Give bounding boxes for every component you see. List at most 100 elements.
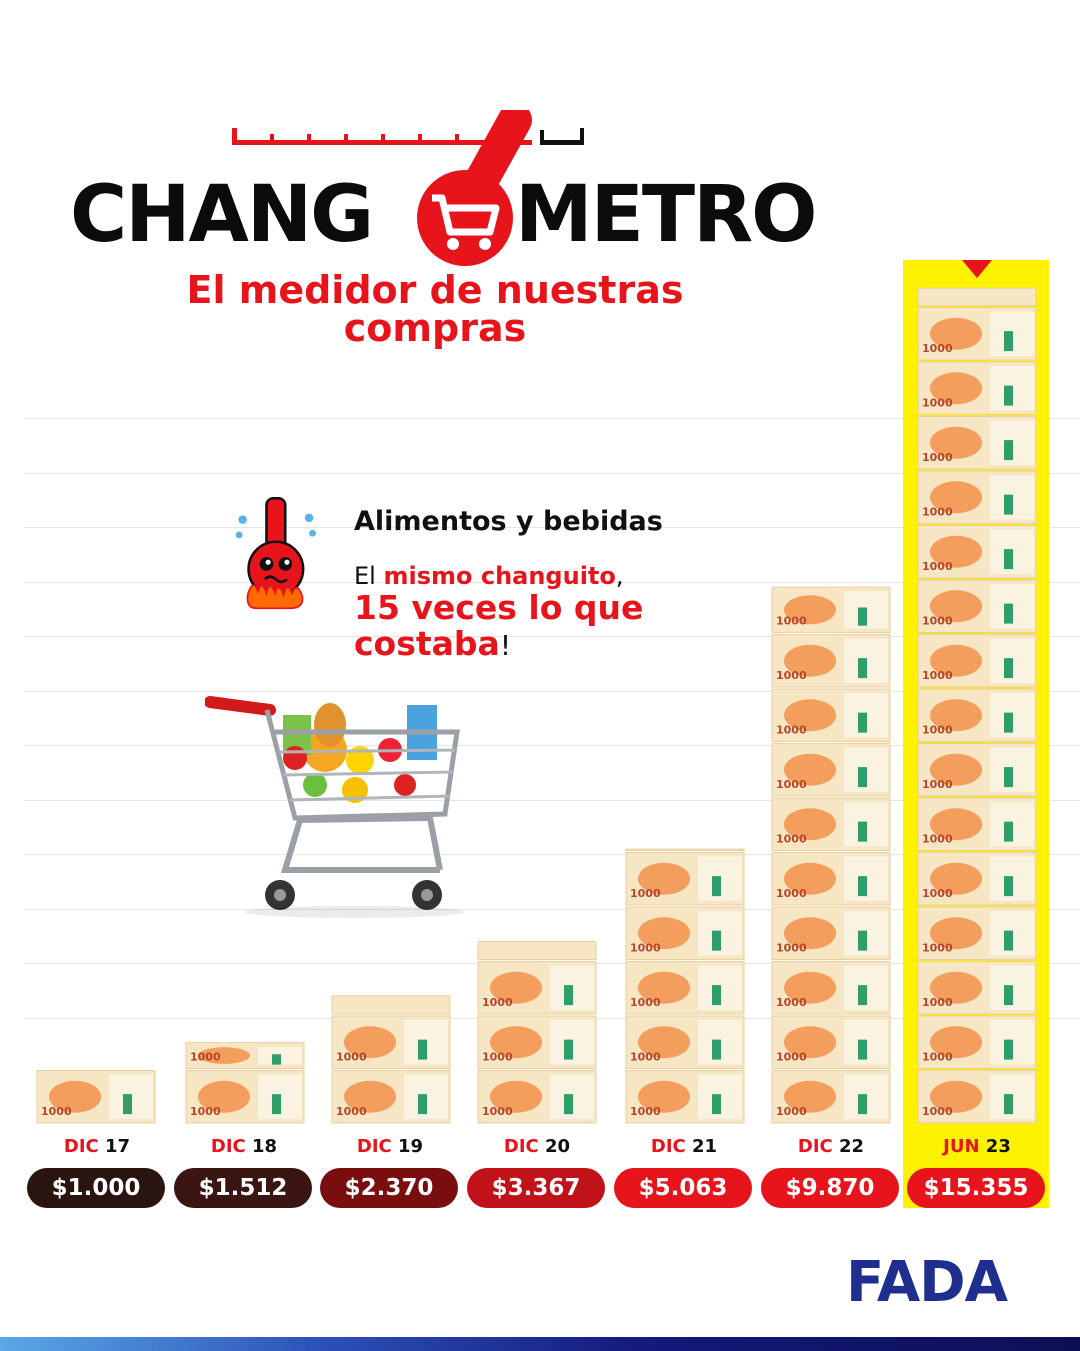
banknote — [477, 940, 597, 960]
banknote-label: 1000 — [630, 1051, 661, 1064]
banknote-label: 1000 — [630, 1105, 661, 1118]
category-month: DIC — [797, 1136, 840, 1157]
category-label: DIC 21 — [614, 1136, 754, 1157]
category-month: JUN — [943, 1136, 986, 1157]
banknote-label: 1000 — [776, 724, 807, 737]
msg-highlight: mismo changuito — [383, 562, 616, 590]
banknote: 1000 — [917, 1015, 1037, 1069]
info-message: El mismo changuito, 15 veces lo que cost… — [354, 562, 714, 662]
value-pill: $1.000 — [27, 1168, 165, 1208]
thermometer-ruler-icon — [232, 103, 584, 266]
banknote-label: 1000 — [922, 342, 953, 355]
banknote: 1000 — [917, 416, 1037, 470]
banknote-label: 1000 — [482, 996, 513, 1009]
highlight-arrow-icon — [962, 260, 992, 278]
category-year: 20 — [545, 1136, 571, 1157]
banknote-label: 1000 — [776, 778, 807, 791]
title-right: METRO — [515, 170, 817, 260]
value-pill: $15.355 — [907, 1168, 1045, 1208]
banknote: 1000 — [917, 688, 1037, 742]
gridline — [24, 691, 1080, 692]
banknote: 1000 — [917, 1070, 1037, 1124]
category-year: 23 — [985, 1136, 1011, 1157]
banknote-label: 1000 — [190, 1105, 221, 1118]
banknote: 1000 — [917, 852, 1037, 906]
banknote-label: 1000 — [630, 996, 661, 1009]
category-label: DIC 19 — [320, 1136, 460, 1157]
banknote: 1000 — [917, 634, 1037, 688]
gridline — [24, 473, 1080, 474]
title-left: CHANG — [70, 170, 374, 260]
banknote-label: 1000 — [482, 1051, 513, 1064]
gridline — [24, 418, 1080, 419]
banknote-label: 1000 — [776, 942, 807, 955]
banknote: 1000 — [625, 852, 745, 906]
banknote-label: 1000 — [922, 506, 953, 519]
banknote: 1000 — [36, 1070, 156, 1124]
banknote-label: 1000 — [922, 451, 953, 464]
category-month: DIC — [356, 1136, 399, 1157]
banknote-label: 1000 — [922, 942, 953, 955]
banknote-label: 1000 — [922, 397, 953, 410]
category-year: 21 — [692, 1136, 718, 1157]
bar-stack: 1000 — [36, 1070, 156, 1124]
banknote: 1000 — [771, 634, 891, 688]
changometro-logo: CHANG METRO El medidor de nuestras compr… — [70, 103, 850, 370]
banknote-label: 1000 — [776, 833, 807, 846]
category-label: DIC 17 — [27, 1136, 167, 1157]
banknote: 1000 — [917, 906, 1037, 960]
brand-logo: FADA — [846, 1250, 1008, 1315]
value-pill: $9.870 — [761, 1168, 899, 1208]
banknote-label: 1000 — [190, 1051, 221, 1064]
banknote-label: 1000 — [922, 724, 953, 737]
gridline — [24, 909, 1080, 910]
worried-thermometer-icon — [235, 496, 316, 610]
banknote: 1000 — [331, 1015, 451, 1069]
category-year: 19 — [398, 1136, 424, 1157]
gridline — [24, 745, 1080, 746]
banknote: 1000 — [917, 361, 1037, 415]
banknote: 1000 — [771, 586, 891, 634]
banknote-label: 1000 — [482, 1105, 513, 1118]
banknote: 1000 — [771, 797, 891, 851]
banknote-label: 1000 — [922, 1051, 953, 1064]
banknote: 1000 — [185, 1042, 305, 1069]
banknote-label: 1000 — [922, 778, 953, 791]
value-pill: $1.512 — [174, 1168, 312, 1208]
gridline — [24, 582, 1080, 583]
category-year: 22 — [839, 1136, 865, 1157]
gridline — [24, 854, 1080, 855]
banknote-label: 1000 — [922, 669, 953, 682]
value-pill: $5.063 — [614, 1168, 752, 1208]
category-month: DIC — [210, 1136, 253, 1157]
banknote-label: 1000 — [922, 615, 953, 628]
banknote-label: 1000 — [922, 996, 953, 1009]
category-month: DIC — [503, 1136, 546, 1157]
banknote — [625, 848, 745, 852]
banknote: 1000 — [917, 307, 1037, 361]
banknote-label: 1000 — [776, 996, 807, 1009]
banknote: 1000 — [917, 961, 1037, 1015]
category-month: DIC — [63, 1136, 106, 1157]
category-label: DIC 20 — [467, 1136, 607, 1157]
bar-stack: 1000 1000 1000 1000 1000 1000 1000 1000 1000 1000 — [771, 586, 891, 1124]
banknote: 1000 — [477, 961, 597, 1015]
banknote-label: 1000 — [776, 615, 807, 628]
msg-big-line2: costaba — [354, 624, 500, 663]
banknote-label: 1000 — [336, 1105, 367, 1118]
category-label: DIC 22 — [761, 1136, 901, 1157]
banknote-label: 1000 — [776, 669, 807, 682]
banknote: 1000 — [917, 579, 1037, 633]
banknote-label: 1000 — [41, 1105, 72, 1118]
bar-stack: 1000 1000 — [331, 995, 451, 1124]
banknote-label: 1000 — [922, 887, 953, 900]
msg-prefix: El — [354, 562, 384, 590]
banknote-label: 1000 — [776, 1105, 807, 1118]
banknote: 1000 — [625, 906, 745, 960]
subtitle-line2: compras — [343, 306, 527, 350]
banknote: 1000 — [477, 1070, 597, 1124]
category-year: 18 — [252, 1136, 278, 1157]
banknote-label: 1000 — [776, 1051, 807, 1064]
bar-stack: 1000 1000 — [185, 1042, 305, 1124]
bar-stack: 1000 1000 1000 1000 1000 1000 1000 1000 1000 1000… — [917, 287, 1037, 1124]
